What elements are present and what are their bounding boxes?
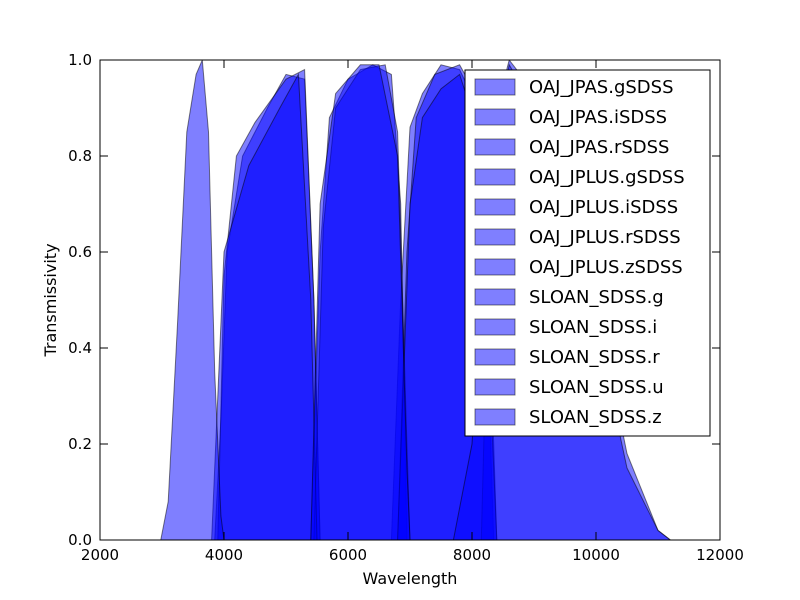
series-area-SLOAN_SDSS.u: [160, 60, 225, 540]
axes-frame: [99, 59, 721, 541]
legend-label: OAJ_JPAS.rSDSS: [529, 137, 669, 158]
x-tick-label: 6000: [329, 546, 367, 564]
legend-swatch: [474, 138, 516, 156]
y-axis-label: Transmissivity: [41, 243, 60, 357]
legend-swatch: [474, 408, 516, 426]
x-tick-label: 2000: [81, 546, 119, 564]
legend-swatch: [474, 348, 516, 366]
x-axis: 2000 4000 6000 8000 10000 12000: [81, 60, 744, 564]
legend-label: SLOAN_SDSS.i: [529, 317, 657, 338]
legend-label: SLOAN_SDSS.r: [529, 347, 660, 368]
y-tick-label: 1.0: [68, 51, 92, 69]
legend-swatch: [474, 318, 516, 336]
series-area-SLOAN_SDSS.r: [310, 64, 411, 540]
legend-label: OAJ_JPAS.iSDSS: [529, 107, 667, 128]
legend-label: SLOAN_SDSS.g: [529, 287, 664, 308]
y-tick-label: 0.4: [68, 339, 92, 357]
legend: OAJ_JPAS.gSDSS OAJ_JPAS.iSDSS OAJ_JPAS.rSD…: [464, 69, 711, 437]
x-tick-label: 8000: [453, 546, 491, 564]
legend-label: OAJ_JPLUS.gSDSS: [529, 167, 685, 188]
legend-swatch: [474, 228, 516, 246]
legend-swatch: [474, 198, 516, 216]
y-axis: 0.0 0.2 0.4 0.6 0.8 1.0: [68, 51, 720, 549]
legend-label: OAJ_JPLUS.iSDSS: [529, 197, 678, 218]
y-tick-label: 0.2: [68, 435, 92, 453]
x-tick-label: 10000: [572, 546, 620, 564]
x-tick-label: 12000: [696, 546, 744, 564]
legend-label: SLOAN_SDSS.u: [529, 377, 664, 398]
legend-label: SLOAN_SDSS.z: [529, 407, 662, 428]
x-axis-label: Wavelength: [363, 569, 458, 588]
y-tick-label: 0.0: [68, 531, 92, 549]
legend-swatch: [474, 258, 516, 276]
x-tick-label: 4000: [205, 546, 243, 564]
y-tick-label: 0.6: [68, 243, 92, 261]
series-layer: [160, 60, 672, 540]
legend-label: OAJ_JPAS.gSDSS: [529, 77, 674, 98]
legend-label: OAJ_JPLUS.zSDSS: [529, 257, 683, 278]
legend-box: [464, 69, 711, 437]
y-tick-label: 0.8: [68, 147, 92, 165]
legend-swatch: [474, 378, 516, 396]
legend-swatch: [474, 288, 516, 306]
legend-label: OAJ_JPLUS.rSDSS: [529, 227, 681, 248]
legend-swatch: [474, 108, 516, 126]
legend-swatch: [474, 78, 516, 96]
legend-swatch: [474, 168, 516, 186]
